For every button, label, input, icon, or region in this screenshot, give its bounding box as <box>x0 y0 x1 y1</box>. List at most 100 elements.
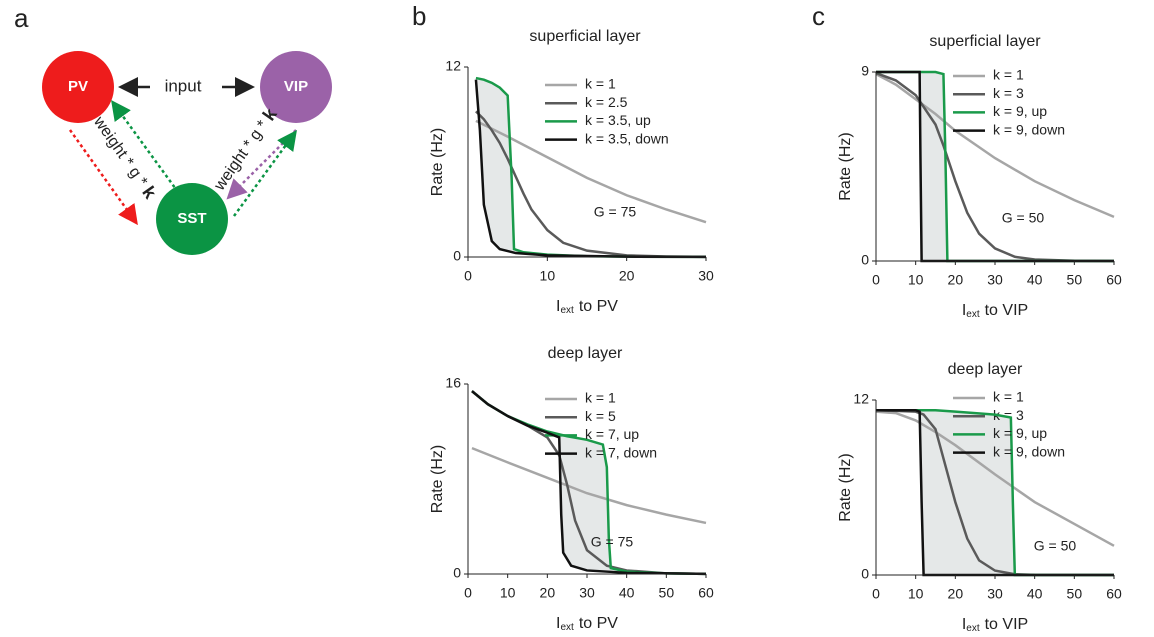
y-tick-label: 12 <box>853 391 869 407</box>
y-tick-label: 16 <box>445 375 461 391</box>
x-tick-label: 20 <box>619 268 635 284</box>
annotation: G = 75 <box>594 204 637 220</box>
x-label-main: I <box>556 615 560 632</box>
legend-label: k = 1 <box>585 390 616 406</box>
x-tick-label: 40 <box>619 585 635 601</box>
hysteresis-fill <box>475 78 706 257</box>
x-label-main: I <box>962 302 966 319</box>
y-axis-label: Rate (Hz) <box>429 128 446 196</box>
series-line <box>471 390 707 576</box>
legend-label: k = 3.5, up <box>585 112 651 128</box>
x-label-main: I <box>962 616 966 633</box>
chart-title: deep layer <box>548 345 623 362</box>
x-tick-label: 50 <box>659 585 675 601</box>
series-line <box>475 119 707 224</box>
y-tick-label: 0 <box>861 252 869 268</box>
x-tick-label: 20 <box>948 586 964 602</box>
legend-label: k = 1 <box>585 76 616 92</box>
node-circle <box>42 51 114 123</box>
x-label-rest: to VIP <box>985 302 1029 319</box>
chart-title: superficial layer <box>529 28 641 45</box>
weight-label: weight * g * k <box>89 112 161 203</box>
x-label-sub: ext <box>560 305 574 316</box>
x-tick-label: 30 <box>698 268 714 284</box>
annotation: G = 50 <box>1002 210 1045 226</box>
x-tick-label: 10 <box>908 272 924 288</box>
x-label-rest: to PV <box>579 298 618 315</box>
x-tick-label: 60 <box>698 585 714 601</box>
legend-label: k = 5 <box>585 408 616 424</box>
x-tick-label: 10 <box>540 268 556 284</box>
legend-label: k = 9, up <box>993 425 1047 441</box>
series-line <box>474 79 707 259</box>
series-line <box>471 446 707 525</box>
annotation: G = 50 <box>1034 538 1077 554</box>
circuit-diagram: PV VIP SST input weight * g * k weight *… <box>42 51 332 255</box>
x-tick-label: 0 <box>872 586 880 602</box>
x-label-sub: ext <box>966 623 980 634</box>
hysteresis-fill <box>876 72 1114 261</box>
x-tick-label: 30 <box>579 585 595 601</box>
legend-label: k = 1 <box>993 389 1024 405</box>
series-line <box>875 410 1115 547</box>
y-tick-label: 0 <box>453 248 461 264</box>
x-tick-label: 10 <box>500 585 516 601</box>
chart-title: superficial layer <box>929 33 1041 50</box>
legend-label: k = 3 <box>993 407 1024 423</box>
x-tick-label: 20 <box>540 585 556 601</box>
chart-title: deep layer <box>948 361 1023 378</box>
x-tick-label: 50 <box>1067 586 1083 602</box>
x-tick-label: 0 <box>872 272 880 288</box>
hysteresis-fill <box>471 391 706 574</box>
node-circle <box>156 183 228 255</box>
legend-label: k = 9, down <box>993 443 1065 459</box>
x-tick-label: 0 <box>464 268 472 284</box>
x-axis-label: Iext to VIP <box>962 302 1028 319</box>
panel-label: c <box>812 1 825 31</box>
legend-label: k = 9, up <box>993 103 1047 119</box>
y-tick-label: 12 <box>445 58 461 74</box>
x-tick-label: 60 <box>1106 586 1122 602</box>
weight-text: weight * g * <box>89 113 152 194</box>
legend-label: k = 7, up <box>585 426 639 442</box>
x-label-sub: ext <box>966 309 980 320</box>
node-circle <box>260 51 332 123</box>
x-label-main: I <box>556 298 560 315</box>
hysteresis-fill <box>876 410 1114 575</box>
panel-label: b <box>412 1 426 31</box>
legend-label: k = 7, down <box>585 444 657 460</box>
input-label: input <box>165 76 202 95</box>
x-tick-label: 50 <box>1067 272 1083 288</box>
y-tick-label: 0 <box>453 565 461 581</box>
legend-label: k = 3 <box>993 85 1024 101</box>
x-tick-label: 30 <box>987 586 1003 602</box>
legend-label: k = 1 <box>993 67 1024 83</box>
arrow <box>232 129 297 217</box>
annotation: G = 75 <box>591 534 634 550</box>
x-tick-label: 30 <box>987 272 1003 288</box>
arrow <box>111 99 180 193</box>
x-axis-label: Iext to PV <box>556 615 618 632</box>
x-label-rest: to PV <box>579 615 618 632</box>
x-tick-label: 60 <box>1106 272 1122 288</box>
y-tick-label: 0 <box>861 566 869 582</box>
x-tick-label: 20 <box>948 272 964 288</box>
node-label: VIP <box>284 78 308 95</box>
x-axis-label: Iext to VIP <box>962 616 1028 633</box>
x-tick-label: 10 <box>908 586 924 602</box>
series-line <box>475 110 707 259</box>
series-line <box>875 71 1115 263</box>
legend-label: k = 2.5 <box>585 94 628 110</box>
x-tick-label: 0 <box>464 585 472 601</box>
y-axis-label: Rate (Hz) <box>837 132 854 200</box>
node-label: SST <box>177 210 206 227</box>
x-axis-label: Iext to PV <box>556 298 618 315</box>
y-axis-label: Rate (Hz) <box>837 453 854 521</box>
x-tick-label: 40 <box>1027 586 1043 602</box>
panel-label: a <box>14 3 29 33</box>
x-label-rest: to VIP <box>985 616 1029 633</box>
arrow <box>68 129 138 226</box>
legend-label: k = 3.5, down <box>585 130 669 146</box>
series-line <box>876 408 1114 577</box>
